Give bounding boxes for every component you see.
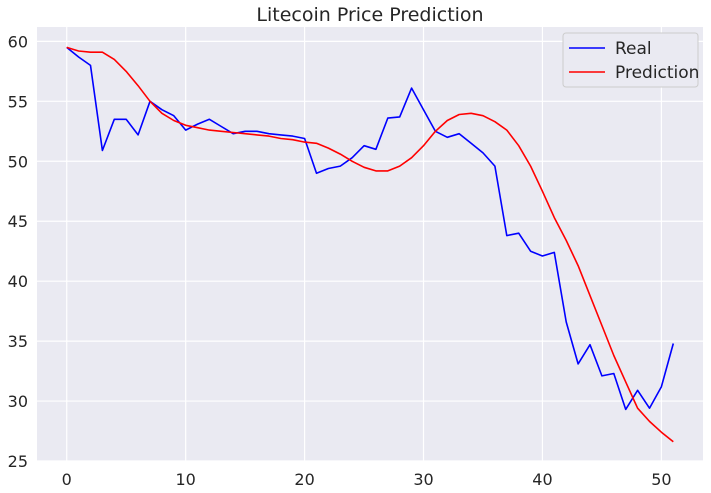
series-lines	[66, 46, 675, 443]
y-tick-label: 40	[8, 272, 28, 291]
legend-box	[562, 32, 699, 88]
y-tick-label: 35	[8, 332, 28, 351]
x-tick-label: 20	[294, 470, 314, 489]
legend-label-real: Real	[615, 39, 652, 59]
y-tick-labels: 25 30 35 40 45 50 55 60	[8, 32, 28, 471]
y-tick-label: 60	[8, 32, 28, 51]
chart-title: Litecoin Price Prediction	[256, 4, 483, 26]
y-tick-label: 55	[8, 92, 28, 111]
plot-area	[37, 27, 703, 461]
x-tick-label: 30	[413, 470, 433, 489]
x-tick-label: 50	[651, 470, 671, 489]
legend-label-prediction: Prediction	[615, 63, 699, 83]
y-tick-label: 50	[8, 152, 28, 171]
y-tick-label: 30	[8, 392, 28, 411]
legend: Real Prediction	[562, 32, 699, 88]
y-tick-label: 25	[8, 452, 28, 471]
y-tick-label: 45	[8, 212, 28, 231]
series-line-prediction	[66, 46, 674, 443]
x-tick-label: 0	[62, 470, 72, 489]
x-tick-label: 40	[532, 470, 552, 489]
x-tick-label: 10	[175, 470, 195, 489]
x-tick-labels: 0 10 20 30 40 50	[62, 470, 672, 489]
series-line-real	[66, 46, 675, 411]
